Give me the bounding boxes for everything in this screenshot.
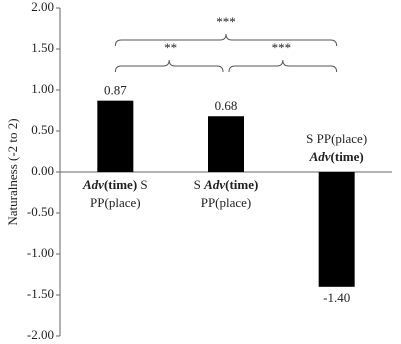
category-label-part: Adv bbox=[203, 177, 225, 192]
category-label-part: S bbox=[137, 177, 147, 192]
category-label: S Adv(time) bbox=[194, 177, 259, 192]
significance-label: *** bbox=[272, 40, 292, 55]
y-tick-label: -1.00 bbox=[27, 245, 54, 260]
y-tick-label: -1.50 bbox=[27, 286, 54, 301]
y-tick-label: 2.00 bbox=[31, 0, 54, 14]
y-axis-label: Naturalness (-2 to 2) bbox=[5, 118, 20, 225]
category-label: S PP(place) bbox=[306, 131, 367, 146]
significance-label: ** bbox=[164, 40, 177, 55]
category-label-part: (time) bbox=[331, 149, 364, 164]
category-label: PP(place) bbox=[201, 195, 252, 210]
significance-label: *** bbox=[216, 14, 236, 29]
y-tick-label: -2.00 bbox=[27, 327, 54, 342]
value-label: 0.68 bbox=[215, 98, 238, 113]
bar bbox=[97, 100, 134, 172]
y-tick-label: 0.50 bbox=[31, 122, 54, 137]
y-tick-label: 1.50 bbox=[31, 40, 54, 55]
category-label-part: (time) bbox=[104, 177, 137, 192]
y-tick-label: -0.50 bbox=[27, 204, 54, 219]
value-label: 0.87 bbox=[104, 83, 127, 98]
category-label: PP(place) bbox=[90, 195, 141, 210]
category-label-part: Adv bbox=[82, 177, 104, 192]
category-label-part: Adv bbox=[309, 149, 331, 164]
bar bbox=[208, 116, 244, 172]
value-label: -1.40 bbox=[323, 290, 350, 305]
bar bbox=[318, 172, 355, 287]
category-label-part: PP(place) bbox=[201, 195, 252, 210]
y-tick-label: 1.00 bbox=[31, 81, 54, 96]
category-label-part: PP(place) bbox=[90, 195, 141, 210]
category-label-part: S bbox=[194, 177, 204, 192]
significance-bracket bbox=[114, 59, 224, 73]
category-label-part: (time) bbox=[225, 177, 258, 192]
y-tick-label: 0.00 bbox=[31, 163, 54, 178]
significance-bracket bbox=[114, 33, 338, 47]
category-label: Adv(time) S bbox=[82, 177, 148, 192]
significance-bracket bbox=[228, 59, 338, 73]
category-label-part: S PP(place) bbox=[306, 131, 367, 146]
category-label: Adv(time) bbox=[309, 149, 364, 164]
